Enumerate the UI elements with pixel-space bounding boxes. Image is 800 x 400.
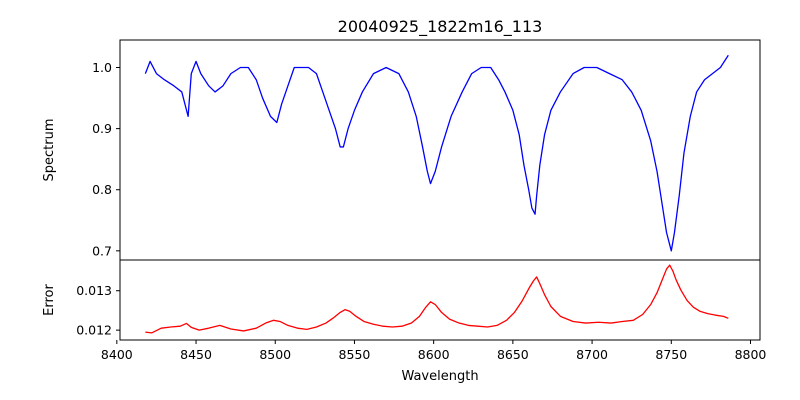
x-tick-label: 8500 [259,347,291,362]
spectrum-plot-frame [119,39,761,261]
error-plot-frame [119,259,761,341]
x-axis-ticks: 8400 8450 8500 8550 8600 8650 8700 8750 8800 [101,340,767,362]
error-y-tick-label: 0.012 [76,323,112,338]
x-tick-label: 8550 [339,347,371,362]
chart-title: 20040925_1822m16_113 [338,17,543,37]
x-axis-label: Wavelength [401,369,478,384]
x-tick-label: 8650 [497,347,529,362]
error-series-line [145,264,729,334]
spectrum-y-axis-label: Spectrum [42,119,57,182]
spectrum-series-line [144,54,729,252]
error-panel: 0.012 0.013 Error [42,259,761,341]
spectrum-y-tick-label: 0.7 [92,243,112,258]
error-y-axis-label: Error [42,284,57,316]
error-y-ticks: 0.012 0.013 [76,283,120,338]
spectrum-y-ticks: 0.7 0.8 0.9 1.0 [92,60,120,258]
x-tick-label: 8450 [180,347,212,362]
x-tick-label: 8600 [418,347,450,362]
x-tick-label: 8750 [655,347,687,362]
x-tick-label: 8400 [101,347,133,362]
spectrum-y-tick-label: 0.9 [92,121,112,136]
spectrum-y-tick-label: 0.8 [92,182,112,197]
x-tick-label: 8800 [735,347,767,362]
spectrum-panel: 0.7 0.8 0.9 1.0 Spectrum [42,39,761,261]
x-tick-label: 8700 [576,347,608,362]
error-y-tick-label: 0.013 [76,283,112,298]
spectrum-y-tick-label: 1.0 [92,60,112,75]
